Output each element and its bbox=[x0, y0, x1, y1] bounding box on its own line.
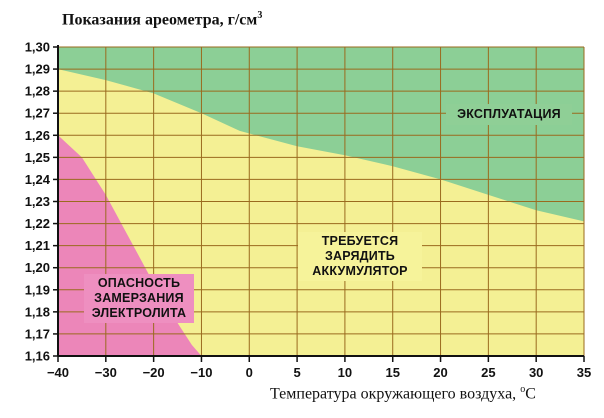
y-axis-label: Показания ареометра, г/см3 bbox=[62, 10, 263, 29]
x-tick-label: 15 bbox=[385, 365, 399, 380]
y-tick-label: 1,23 bbox=[25, 194, 50, 209]
y-tick-label: 1,21 bbox=[25, 238, 50, 253]
region-label-line: АККУМУЛЯТОР bbox=[312, 264, 408, 278]
region-label-line: ЭЛЕКТРОЛИТА bbox=[91, 306, 187, 320]
x-tick-label: 30 bbox=[529, 365, 543, 380]
x-tick-label: 0 bbox=[246, 365, 253, 380]
x-tick-label: −30 bbox=[95, 365, 117, 380]
x-tick-label: 5 bbox=[293, 365, 300, 380]
region-operation bbox=[58, 47, 584, 222]
x-tick-label: −40 bbox=[47, 365, 69, 380]
region-label-operation: ЭКСПЛУАТАЦИЯ bbox=[446, 104, 572, 125]
region-label-line: ОПАСНОСТЬ bbox=[97, 276, 181, 290]
x-tick-label: 25 bbox=[481, 365, 495, 380]
y-tick-label: 1,29 bbox=[25, 62, 50, 77]
y-tick-label: 1,20 bbox=[25, 260, 50, 275]
region-label-line: ЗАМЕРЗАНИЯ bbox=[94, 291, 184, 305]
region-label-line: ТРЕБУЕТСЯ bbox=[321, 234, 399, 248]
y-tick-label: 1,28 bbox=[25, 84, 50, 99]
x-axis-label: Температура окружающего воздуха, oC bbox=[270, 384, 536, 403]
y-tick-label: 1,25 bbox=[25, 150, 50, 165]
chart-axes bbox=[53, 45, 585, 362]
y-tick-label: 1,22 bbox=[25, 216, 50, 231]
region-label-charge: ТРЕБУЕТСЯ ЗАРЯДИТЬ АККУМУЛЯТОР bbox=[298, 232, 422, 281]
x-tick-labels: −40 −30 −20 −10 0 5 10 15 20 25 30 35 bbox=[47, 365, 591, 380]
region-label-danger: ОПАСНОСТЬ ЗАМЕРЗАНИЯ ЭЛЕКТРОЛИТА bbox=[84, 274, 194, 323]
y-tick-label: 1,17 bbox=[25, 326, 50, 341]
y-tick-label: 1,19 bbox=[25, 282, 50, 297]
region-label-line: ЭКСПЛУАТАЦИЯ bbox=[457, 107, 561, 121]
y-tick-label: 1,24 bbox=[25, 172, 51, 187]
x-tick-label: 10 bbox=[338, 365, 352, 380]
x-tick-label: −20 bbox=[143, 365, 165, 380]
x-tick-label: 20 bbox=[433, 365, 447, 380]
y-tick-label: 1,30 bbox=[25, 40, 50, 55]
y-tick-label: 1,18 bbox=[25, 304, 50, 319]
x-tick-label: 35 bbox=[577, 365, 591, 380]
x-tick-label: −10 bbox=[190, 365, 212, 380]
region-label-line: ЗАРЯДИТЬ bbox=[325, 249, 395, 263]
y-tick-label: 1,26 bbox=[25, 128, 50, 143]
y-tick-label: 1,16 bbox=[25, 349, 50, 364]
y-tick-label: 1,27 bbox=[25, 106, 50, 121]
y-tick-labels: 1,16 1,17 1,18 1,19 1,20 1,21 1,22 1,23 1,24 1,25… bbox=[25, 40, 51, 364]
